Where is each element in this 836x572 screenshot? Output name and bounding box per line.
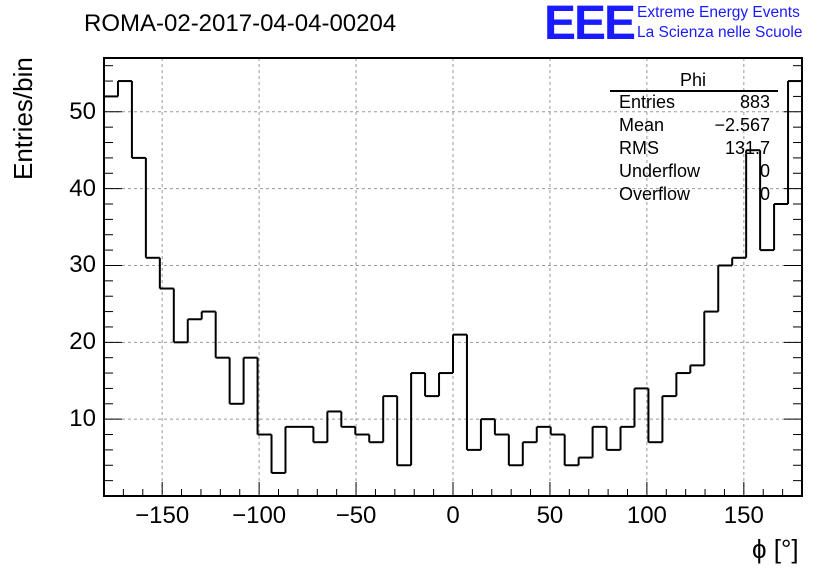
- stats-label: Overflow: [619, 184, 691, 204]
- y-tick-label: 30: [69, 251, 96, 279]
- x-tick-label: 150: [723, 502, 764, 529]
- grid-lines: [104, 58, 802, 496]
- stats-value: 131.7: [724, 138, 770, 158]
- y-tick-label: 50: [69, 97, 96, 125]
- axis-ticks: [104, 65, 802, 496]
- x-tick-label: −100: [232, 502, 287, 529]
- y-tick-label: 20: [69, 328, 96, 356]
- logo-line-1: Extreme Energy Events: [637, 4, 800, 21]
- eee-logo: EEE: [544, 0, 636, 50]
- stats-box-divider: [610, 90, 778, 92]
- stats-value: 883: [739, 92, 770, 112]
- stats-value: 0: [759, 184, 770, 204]
- stats-value: 0: [759, 161, 770, 181]
- stats-label: Underflow: [619, 161, 701, 181]
- stats-label: RMS: [619, 138, 659, 158]
- x-tick-label: 0: [446, 502, 460, 529]
- x-axis-label: ϕ [°]: [752, 534, 799, 564]
- x-tick-label: −50: [335, 502, 377, 529]
- stats-label: Entries: [619, 92, 676, 112]
- logo-line-2: La Scienza nelle Scuole: [637, 24, 803, 41]
- chart-title: ROMA-02-2017-04-04-00204: [84, 10, 397, 37]
- stats-box-title: Phi: [679, 70, 706, 90]
- x-tick-label: 50: [536, 502, 564, 529]
- y-tick-label: 10: [69, 405, 96, 433]
- x-tick-label: −150: [135, 502, 190, 529]
- y-axis-label: Entries/bin: [8, 57, 38, 180]
- stats-value: −2.567: [714, 115, 770, 135]
- stats-label: Mean: [619, 115, 665, 135]
- y-tick-label: 40: [69, 174, 96, 202]
- x-tick-label: 100: [626, 502, 667, 529]
